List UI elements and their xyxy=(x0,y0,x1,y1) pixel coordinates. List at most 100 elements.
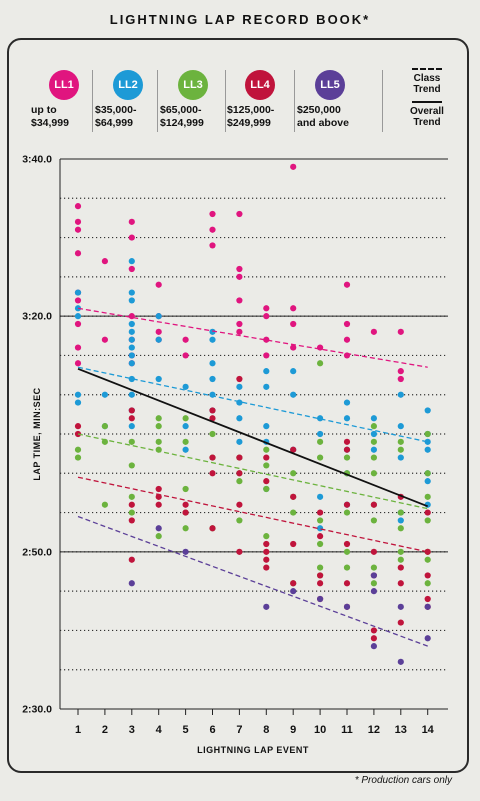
data-point-ll4 xyxy=(182,501,189,508)
data-point-ll2 xyxy=(317,525,324,532)
class-trend-swatch xyxy=(412,68,442,70)
data-point-ll3 xyxy=(317,517,324,524)
data-point-ll4 xyxy=(209,415,216,422)
data-point-ll2 xyxy=(263,423,270,430)
class-trend-label-2: Trend xyxy=(413,84,441,95)
legend-range-line1: up to xyxy=(31,104,57,116)
data-point-ll2 xyxy=(397,454,404,461)
x-tick-label: 11 xyxy=(341,724,353,736)
data-point-ll2 xyxy=(290,391,297,398)
data-point-ll2 xyxy=(182,423,189,430)
legend-range-line2: $249,999 xyxy=(227,117,271,129)
data-point-ll4 xyxy=(263,454,270,461)
data-point-ll3 xyxy=(236,478,243,485)
trend-key: Class Trend Overall Trend xyxy=(398,68,456,128)
x-tick-label: 9 xyxy=(290,724,296,736)
data-point-ll3 xyxy=(424,430,431,438)
legend-separator xyxy=(382,70,383,132)
data-point-ll2 xyxy=(236,415,243,422)
data-point-ll4 xyxy=(290,540,297,548)
data-point-ll1 xyxy=(74,344,82,351)
data-point-ll2 xyxy=(317,415,324,422)
data-point-ll1 xyxy=(343,281,351,288)
data-point-ll3 xyxy=(263,485,270,493)
data-point-ll2 xyxy=(128,258,135,265)
data-point-ll4 xyxy=(182,509,189,516)
data-point-ll3 xyxy=(317,438,324,445)
legend-separator xyxy=(294,70,295,132)
data-point-ll1 xyxy=(236,210,243,218)
data-point-ll1 xyxy=(209,226,216,233)
data-point-ll4 xyxy=(343,446,351,453)
data-point-ll3 xyxy=(317,360,324,367)
data-point-ll4 xyxy=(74,423,82,430)
data-point-ll2 xyxy=(155,336,162,343)
legend-range-line1: $250,000 xyxy=(297,104,341,116)
data-point-ll2 xyxy=(155,375,162,383)
data-point-ll2 xyxy=(155,313,162,320)
data-point-ll2 xyxy=(101,391,108,398)
data-point-ll3 xyxy=(370,423,377,430)
x-tick-label: 13 xyxy=(395,724,407,736)
data-point-ll4 xyxy=(370,635,377,642)
data-point-ll3 xyxy=(317,454,324,461)
data-point-ll4 xyxy=(209,454,216,461)
data-point-ll1 xyxy=(74,226,82,233)
legend-range-line2: $124,999 xyxy=(160,117,204,129)
legend-range-line1: $65,000- xyxy=(160,104,202,116)
data-point-ll4 xyxy=(236,454,243,461)
legend-range-line2: $34,999 xyxy=(31,117,69,129)
data-point-ll1 xyxy=(155,281,162,288)
data-point-ll4 xyxy=(370,501,377,508)
data-point-ll2 xyxy=(128,360,135,367)
data-point-ll4 xyxy=(424,548,431,555)
legend-separator xyxy=(92,70,93,132)
data-point-ll4 xyxy=(290,446,297,453)
data-point-ll1 xyxy=(236,273,243,280)
data-point-ll1 xyxy=(155,328,162,335)
data-point-ll4 xyxy=(263,564,270,571)
data-point-ll3 xyxy=(128,438,135,445)
data-point-ll2 xyxy=(424,438,431,445)
data-point-ll4 xyxy=(236,470,243,477)
data-point-ll5 xyxy=(182,548,189,555)
data-point-ll5 xyxy=(128,580,135,587)
legend-range-line1: $35,000- xyxy=(95,104,137,116)
data-point-ll3 xyxy=(397,509,404,516)
data-point-ll3 xyxy=(370,564,377,571)
data-point-ll1 xyxy=(74,360,82,367)
legend-badge: LL2 xyxy=(113,70,143,100)
data-point-ll3 xyxy=(343,564,351,571)
data-point-ll3 xyxy=(397,548,404,555)
legend-badge: LL3 xyxy=(178,70,208,100)
class-trend-ll5 xyxy=(77,515,428,647)
data-point-ll4 xyxy=(236,548,243,555)
data-point-ll1 xyxy=(397,375,404,383)
data-point-ll3 xyxy=(290,509,297,516)
x-tick-label: 7 xyxy=(236,724,242,736)
data-point-ll4 xyxy=(424,509,431,516)
x-tick-label: 12 xyxy=(368,724,380,736)
data-point-ll3 xyxy=(74,446,82,453)
data-point-ll2 xyxy=(343,399,351,406)
data-point-ll3 xyxy=(263,446,270,453)
data-point-ll4 xyxy=(397,564,404,571)
data-point-ll2 xyxy=(370,415,377,422)
data-point-ll2 xyxy=(370,430,377,438)
x-tick-label: 8 xyxy=(263,724,269,736)
data-point-ll2 xyxy=(209,328,216,335)
x-tick-label: 2 xyxy=(102,724,108,736)
data-point-ll4 xyxy=(343,501,351,508)
data-point-ll4 xyxy=(397,619,404,626)
data-point-ll2 xyxy=(128,391,135,398)
class-trend-ll4 xyxy=(77,476,428,553)
data-point-ll2 xyxy=(128,336,135,343)
data-point-ll5 xyxy=(370,643,377,650)
data-point-ll1 xyxy=(74,297,82,304)
data-point-ll2 xyxy=(290,368,297,375)
x-tick-label: 6 xyxy=(209,724,215,736)
legend-item-ll2: LL2 $35,000- $64,999 xyxy=(95,70,161,130)
data-point-ll4 xyxy=(155,501,162,508)
data-point-ll3 xyxy=(424,470,431,477)
data-point-ll2 xyxy=(209,336,216,343)
